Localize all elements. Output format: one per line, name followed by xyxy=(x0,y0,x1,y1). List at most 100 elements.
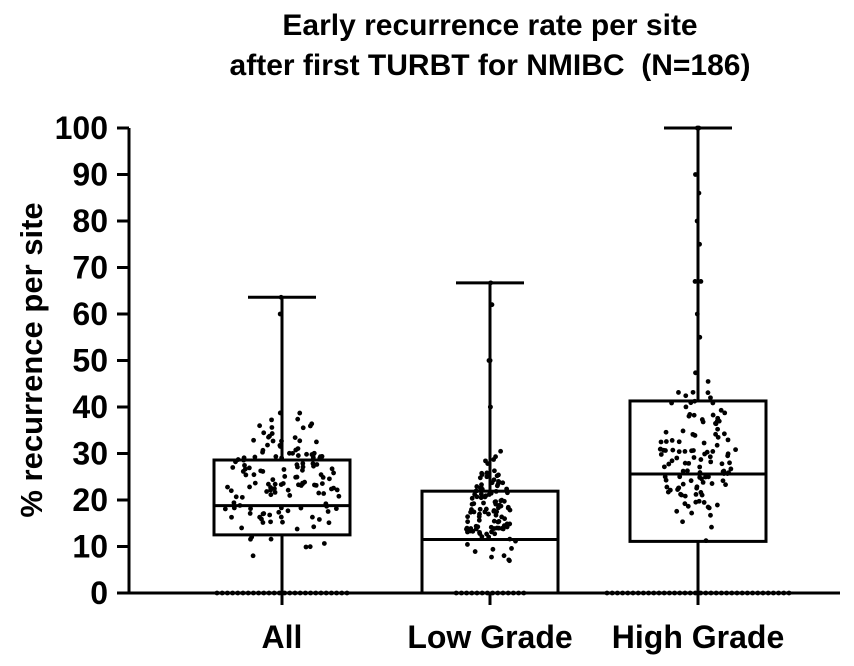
point xyxy=(331,470,336,476)
point xyxy=(225,484,230,490)
point xyxy=(326,520,332,526)
point xyxy=(231,500,237,506)
point xyxy=(641,590,646,596)
point xyxy=(630,590,636,596)
point xyxy=(252,454,258,460)
point xyxy=(708,395,713,401)
point xyxy=(287,590,293,596)
x-tick-label-0: All xyxy=(262,619,303,655)
point xyxy=(230,465,236,470)
point xyxy=(327,476,332,482)
point xyxy=(229,514,234,520)
point xyxy=(297,410,303,416)
point xyxy=(676,390,681,395)
point xyxy=(264,489,270,494)
point xyxy=(310,453,316,459)
point xyxy=(246,465,252,471)
x-tick-label-1: Low Grade xyxy=(407,619,572,655)
point xyxy=(287,493,293,498)
point xyxy=(692,279,698,284)
point xyxy=(278,482,284,487)
point xyxy=(214,590,220,596)
y-tick-label-30: 30 xyxy=(72,436,108,472)
y-tick-label-80: 80 xyxy=(72,203,108,239)
point xyxy=(491,457,497,462)
point xyxy=(329,466,335,472)
point xyxy=(293,474,299,480)
point xyxy=(473,523,479,529)
point xyxy=(723,482,728,488)
point xyxy=(303,544,309,550)
point xyxy=(708,512,713,518)
point xyxy=(228,488,234,494)
point xyxy=(477,506,483,512)
point xyxy=(708,590,714,596)
point xyxy=(285,508,291,514)
point xyxy=(494,509,500,515)
point xyxy=(658,439,664,445)
point xyxy=(683,393,689,399)
point xyxy=(699,417,705,422)
point xyxy=(483,458,488,464)
point xyxy=(323,590,329,596)
point xyxy=(468,509,473,515)
point xyxy=(609,590,615,596)
point xyxy=(302,479,308,485)
point xyxy=(260,469,266,474)
point xyxy=(498,503,504,509)
point xyxy=(760,590,766,596)
point xyxy=(781,590,787,596)
point xyxy=(282,474,288,479)
point xyxy=(256,590,261,596)
point xyxy=(625,590,631,596)
point xyxy=(321,541,327,546)
point xyxy=(478,495,484,501)
point xyxy=(494,525,500,531)
point xyxy=(294,526,300,532)
point xyxy=(219,590,225,596)
point xyxy=(682,501,688,507)
y-tick-label-100: 100 xyxy=(55,110,108,146)
point xyxy=(489,554,494,560)
point xyxy=(691,455,697,460)
point xyxy=(705,379,711,384)
point xyxy=(729,590,735,596)
point xyxy=(701,440,707,446)
point xyxy=(492,531,498,537)
point xyxy=(481,500,486,506)
point xyxy=(703,474,708,480)
point xyxy=(268,487,274,493)
point xyxy=(733,447,738,453)
point xyxy=(261,430,267,436)
point xyxy=(663,439,669,444)
point xyxy=(719,461,725,467)
point xyxy=(708,459,714,465)
point xyxy=(710,412,716,418)
point xyxy=(705,390,711,396)
point xyxy=(685,468,690,474)
y-tick-label-40: 40 xyxy=(72,389,108,425)
point xyxy=(266,590,272,596)
point xyxy=(691,412,697,418)
point xyxy=(477,531,483,536)
point xyxy=(498,448,504,454)
point xyxy=(336,493,342,499)
point xyxy=(686,413,692,419)
point xyxy=(478,485,484,491)
point xyxy=(666,461,672,467)
point xyxy=(261,590,267,596)
y-tick-label-50: 50 xyxy=(72,343,108,379)
point xyxy=(269,417,274,423)
point xyxy=(316,490,322,496)
point xyxy=(492,499,498,505)
point xyxy=(495,519,501,525)
point xyxy=(230,590,236,596)
point xyxy=(690,389,696,395)
point xyxy=(721,431,727,437)
point xyxy=(651,590,657,596)
point xyxy=(755,590,761,596)
point xyxy=(699,476,704,482)
point xyxy=(680,428,686,434)
point xyxy=(682,460,688,466)
point xyxy=(490,546,496,552)
